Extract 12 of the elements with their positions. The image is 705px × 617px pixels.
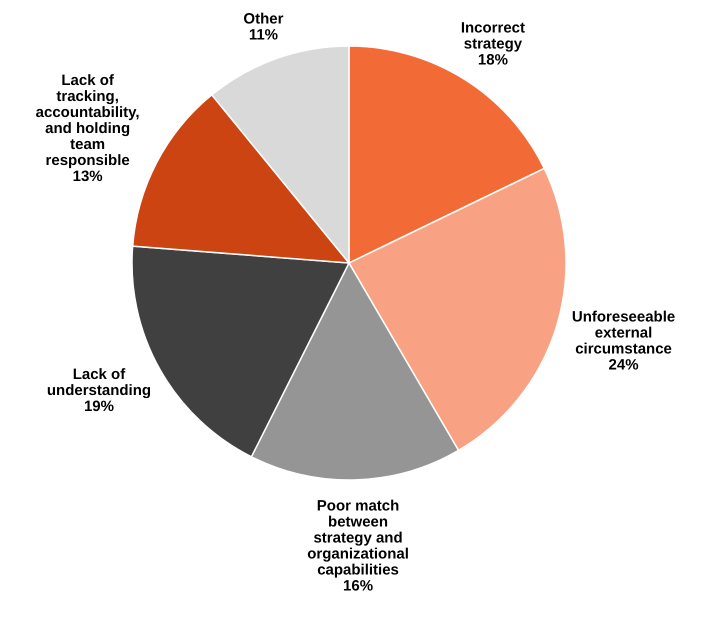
slice-label: Lack of understanding: [46, 366, 152, 399]
slice-label: Unforeseeable external circumstance: [572, 308, 676, 358]
data-label: 24%: [608, 356, 639, 374]
data-label: 19%: [84, 398, 114, 415]
slice-label: Other: [243, 10, 284, 28]
slice-label: Lack of tracking, accountability, and holding team responsible: [36, 72, 140, 169]
slice-label: Poor match between strategy and organizational capabilities: [307, 498, 409, 579]
data-label: 16%: [343, 578, 374, 595]
data-label: 13%: [72, 168, 103, 185]
slice-label: Incorrect strategy: [460, 19, 526, 52]
data-label: 18%: [478, 51, 508, 68]
data-label: 11%: [248, 26, 278, 44]
